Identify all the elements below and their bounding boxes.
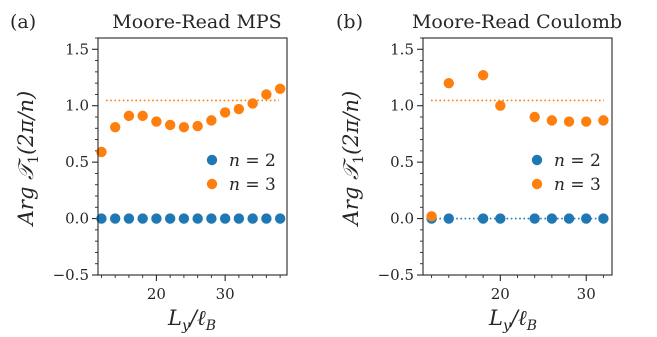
panel-b-point-n2	[477, 213, 489, 224]
panel-b-letter: (b)	[336, 11, 363, 33]
panel-b-point-n3	[598, 115, 609, 126]
panel-a-x-axis-label: Ly/ℓB	[167, 306, 216, 334]
panel-a-x-tick-label: 20	[147, 285, 166, 303]
panel-b-point-n2	[495, 213, 506, 224]
panel-a-point-n3	[109, 121, 121, 133]
panel-b-x-tick-label: 30	[577, 285, 596, 303]
panel-a-point-n2	[192, 213, 203, 224]
panel-b-x-tick-label: 20	[491, 285, 510, 303]
panel-b-title: Moore-Read Coulomb	[412, 11, 622, 33]
panel-a-point-n2	[123, 213, 135, 224]
panel-b: (b) Moore-Read Coulomb −0.5 0.0 0.5 1.0 1.5 2…	[336, 11, 622, 334]
panel-a-axes-frame	[97, 37, 288, 276]
panel-a-point-n2	[137, 213, 148, 224]
panel-b-y-tick-label: −0.5	[378, 266, 414, 284]
panel-a-point-n3	[164, 119, 176, 131]
panel-a-point-n3	[261, 89, 272, 100]
panel-a-point-n2	[109, 213, 121, 224]
panel-a-y-axis-label: Arg 𝒯1(2π/n)	[14, 91, 42, 228]
panel-b-x-axis-label: Ly/ℓB	[488, 306, 537, 334]
panel-b-point-n2	[529, 213, 540, 224]
panel-b-y-tick-label: 1.5	[390, 40, 414, 58]
panel-b-point-n3	[563, 116, 575, 127]
panel-b-point-n3	[529, 111, 540, 123]
panel-b-legend: n = 2 n = 3	[531, 151, 601, 195]
panel-b-point-n3	[443, 77, 454, 89]
panel-a-y-tick-label: −0.5	[53, 266, 89, 284]
panel-a-point-n2	[206, 213, 217, 224]
panel-a-point-n2	[178, 213, 190, 224]
panel-b-point-n2	[546, 213, 558, 224]
panel-b-legend-n2-label: n = 2	[554, 151, 601, 171]
panel-a-point-n3	[233, 103, 245, 115]
panel-a-title: Moore-Read MPS	[112, 11, 281, 33]
panel-b-point-n3	[426, 211, 437, 222]
panel-a-point-n3	[219, 107, 231, 118]
panel-b-y-tick-label: 0.5	[390, 153, 414, 171]
panel-a-y-tick-label: 0.5	[65, 153, 89, 171]
panel-a-point-n2	[274, 213, 286, 224]
panel-b-legend-marker-n3	[531, 178, 543, 190]
panel-a-legend-marker-n2	[206, 154, 218, 166]
panel-b-point-n2	[563, 213, 575, 224]
panel-a-point-n3	[96, 146, 107, 158]
panel-a-plot: −0.5 0.0 0.5 1.0 1.5 20 30	[53, 37, 288, 303]
panel-a-point-n2	[219, 213, 231, 224]
panel-a-point-n2	[233, 213, 245, 224]
panel-b-legend-n3-label: n = 3	[554, 175, 601, 195]
panel-a-point-n2	[247, 213, 258, 224]
panel-b-point-n2	[443, 213, 454, 224]
panel-b-legend-marker-n2	[531, 154, 543, 166]
panel-a-point-n3	[206, 115, 217, 126]
panel-a-point-n3	[137, 110, 148, 122]
panel-a-legend-marker-n3	[206, 178, 218, 190]
panel-a-point-n3	[192, 120, 203, 132]
panel-a-point-n2	[151, 213, 162, 224]
panel-a-y-tick-label: 0.0	[65, 210, 89, 228]
panel-a-point-n2	[96, 213, 107, 224]
panel-b-point-n2	[581, 213, 592, 224]
panel-a-point-n2	[164, 213, 176, 224]
panel-b-point-n3	[546, 115, 558, 126]
panel-b-point-n2	[598, 213, 609, 224]
panel-a-point-n3	[247, 98, 258, 109]
panel-a-letter: (a)	[10, 11, 36, 33]
panel-a-legend-n2-label: n = 2	[229, 151, 276, 171]
panel-b-point-n3	[495, 100, 506, 111]
panel-b-axes-frame	[422, 37, 613, 276]
panel-a-x-tick-label: 30	[216, 285, 235, 303]
panel-b-point-n3	[581, 116, 592, 127]
panel-a-legend: n = 2 n = 3	[206, 151, 276, 195]
panel-a-point-n3	[178, 121, 190, 133]
panel-a: (a) Moore-Read MPS −0.50.00.51.01.520 30 …	[10, 11, 288, 334]
panel-b-y-axis-label: Arg 𝒯1(2π/n)	[339, 91, 367, 228]
panel-a-y-tick-label: 1.0	[65, 97, 89, 115]
panel-b-plot: −0.5 0.0 0.5 1.0 1.5 20 30	[378, 37, 613, 303]
panel-a-y-tick-label: 1.5	[65, 40, 89, 58]
panel-a-point-n2	[261, 213, 272, 224]
panel-a-legend-n3-label: n = 3	[229, 175, 276, 195]
panel-b-y-tick-label: 0.0	[390, 210, 414, 228]
panel-b-point-n3	[477, 70, 489, 81]
panel-a-point-n3	[274, 83, 286, 94]
panel-a-point-n3	[151, 116, 162, 127]
panel-a-point-n3	[123, 110, 135, 122]
panel-b-y-tick-label: 1.0	[390, 97, 414, 115]
